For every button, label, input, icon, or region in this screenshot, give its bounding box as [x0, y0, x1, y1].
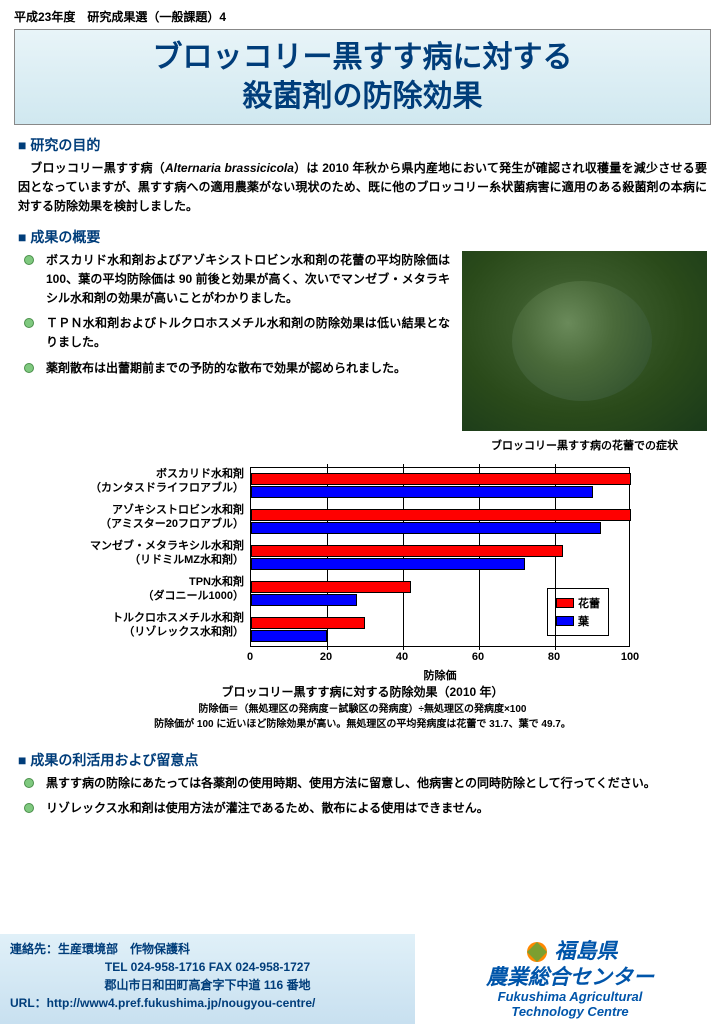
logo-box: 福島県 農業総合センター Fukushima Agricultural Tech…: [415, 934, 725, 1024]
page-header: 平成23年度 研究成果選（一般課題）4: [0, 0, 725, 29]
broccoli-photo: [462, 251, 707, 431]
footer: 連絡先：生産環境部 作物保護科 TEL 024-958-1716 FAX 024…: [0, 934, 725, 1024]
title-box: ブロッコリー黒すす病に対する 殺菌剤の防除効果: [14, 29, 711, 125]
legend-swatch-red: [556, 598, 574, 608]
photo-box: ブロッコリー黒すす病の花蕾での症状: [462, 251, 707, 453]
bullet-icon: [24, 778, 34, 788]
bullet-icon: [24, 318, 34, 328]
logo-jp2: 農業総合センター: [486, 966, 654, 989]
contact-l2: TEL 024-958-1716 FAX 024-958-1727: [10, 958, 405, 976]
logo-en2: Technology Centre: [511, 1004, 628, 1020]
bullet-2: ＴＰＮ水和剤およびトルクロホスメチル水和剤の防除効果は低い結果となりました。: [18, 314, 450, 352]
chart-legend: 花蕾 葉: [547, 588, 609, 636]
section-purpose: ■ 研究の目的: [18, 135, 707, 155]
section-summary: ■ 成果の概要: [18, 227, 707, 247]
bullet-icon: [24, 255, 34, 265]
title-line2: 殺菌剤の防除効果: [15, 77, 710, 116]
logo-jp1: 福島県: [555, 940, 618, 963]
purpose-text: ブロッコリー黒すす病（Alternaria brassicicola）は 201…: [18, 159, 707, 217]
contact-l3: 郡山市日和田町高倉字下中道 116 番地: [10, 976, 405, 994]
bullet-3: 薬剤散布は出蕾期前までの予防的な散布で効果が認められました。: [18, 359, 450, 378]
use-bullet-1: 黒すす病の防除にあたっては各薬剤の使用時期、使用方法に留意し、他病害との同時防除…: [18, 774, 707, 793]
logo-icon: [523, 938, 551, 966]
bullet-1: ボスカリド水和剤およびアゾキシストロビン水和剤の花蕾の平均防除価は 100、葉の…: [18, 251, 450, 309]
legend-swatch-blue: [556, 616, 574, 626]
section-use: ■ 成果の利活用および留意点: [18, 750, 707, 770]
contact-box: 連絡先：生産環境部 作物保護科 TEL 024-958-1716 FAX 024…: [0, 934, 415, 1024]
summary-bullets: ボスカリド水和剤およびアゾキシストロビン水和剤の花蕾の平均防除価は 100、葉の…: [18, 251, 450, 453]
chart-caption: ブロッコリー黒すす病に対する防除効果（2010 年）: [18, 683, 707, 700]
logo-en1: Fukushima Agricultural: [498, 989, 643, 1005]
contact-l1: 連絡先：生産環境部 作物保護科: [10, 940, 405, 958]
chart-note1: 防除価＝（無処理区の発病度－試験区の発病度）÷無処理区の発病度×100: [40, 702, 685, 717]
use-bullet-2: リゾレックス水和剤は使用方法が灌注であるため、散布による使用はできません。: [18, 799, 707, 818]
bullet-icon: [24, 803, 34, 813]
chart-note2: 防除価が 100 に近いほど防除効果が高い。無処理区の平均発病度は花蕾で 31.…: [40, 717, 685, 732]
title-line1: ブロッコリー黒すす病に対する: [15, 38, 710, 77]
x-axis-label: 防除価: [250, 667, 630, 683]
bullet-icon: [24, 363, 34, 373]
contact-url: URL：http://www4.pref.fukushima.jp/nougyo…: [10, 994, 405, 1012]
bar-chart: ボスカリド水和剤（カンタスドライフロアブル）アゾキシストロビン水和剤（アミスター…: [70, 467, 655, 677]
photo-caption: ブロッコリー黒すす病の花蕾での症状: [462, 437, 707, 453]
